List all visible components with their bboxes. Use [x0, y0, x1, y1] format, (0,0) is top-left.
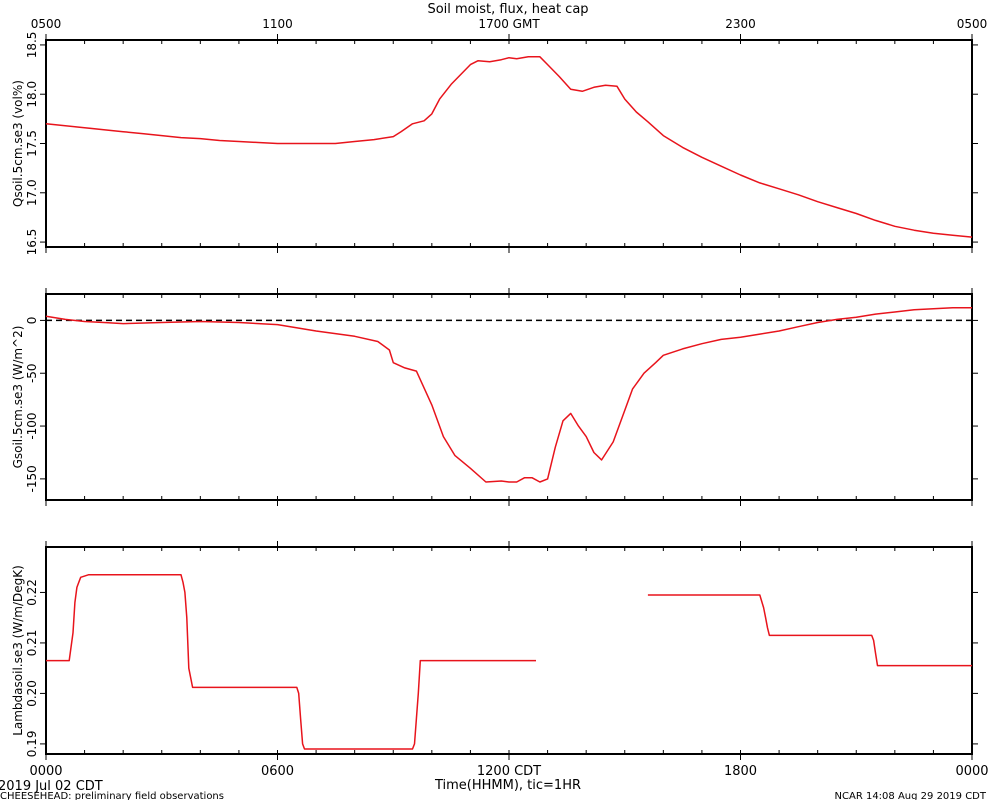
x-axis-title: Time(HHMM), tic=1HR	[434, 778, 581, 793]
y-tick-label: -50	[25, 363, 39, 383]
plot-frame	[45, 546, 973, 755]
chart-title: Soil moist, flux, heat cap	[427, 2, 588, 17]
y-tick-label: 17.5	[25, 130, 39, 157]
y-tick-label: 0.22	[25, 579, 39, 606]
footer-date: 2019 Jul 02 CDT	[0, 779, 103, 794]
y-axis-label: Lambdasoil.se3 (W/m/DegK)	[11, 565, 25, 736]
panel-1: 16.5 17.0 17.5 18.0 18.5 Qsoil.5cm.se3 (vol%)	[11, 32, 978, 256]
y-tick-label: 18.0	[25, 81, 39, 108]
bottom-x-tick-label: 0000	[29, 764, 62, 779]
bottom-x-tick-label: 1800	[724, 764, 757, 779]
top-x-tick-label: 1100	[262, 17, 293, 31]
y-axis-label: Gsoil.5cm.se3 (W/m^2)	[11, 326, 25, 469]
y-tick-label: 0.21	[25, 630, 39, 657]
footer-project-note: CHEESEHEAD: preliminary field observatio…	[0, 791, 224, 800]
y-tick-label: -150	[25, 465, 39, 492]
y-tick-label: 0	[25, 317, 39, 325]
y-tick-label: 18.5	[25, 32, 39, 59]
top-x-tick-label: 2300	[725, 17, 756, 31]
top-x-tick-label: 1700 GMT	[478, 17, 540, 31]
series-line	[46, 574, 536, 750]
series-line	[45, 306, 972, 483]
bottom-x-tick-label: 0000	[955, 764, 988, 779]
plot-frame	[45, 293, 973, 501]
series-line	[45, 56, 973, 238]
footer-credit: NCAR 14:08 Aug 29 2019 CDT	[835, 791, 987, 800]
y-tick-label: 17.0	[25, 179, 39, 206]
plot-frame	[45, 39, 973, 248]
top-x-tick-label: 0500	[957, 17, 988, 31]
y-tick-label: 0.19	[25, 731, 39, 758]
bottom-x-tick-label: 1200 CDT	[477, 764, 541, 779]
y-tick-label: 0.20	[25, 680, 39, 707]
y-tick-label: 16.5	[25, 229, 39, 256]
series-line	[647, 594, 972, 667]
bottom-x-tick-label: 0600	[261, 764, 294, 779]
y-tick-label: -100	[25, 412, 39, 439]
y-axis-label: Qsoil.5cm.se3 (vol%)	[11, 80, 25, 207]
top-x-tick-label: 0500	[31, 17, 62, 31]
